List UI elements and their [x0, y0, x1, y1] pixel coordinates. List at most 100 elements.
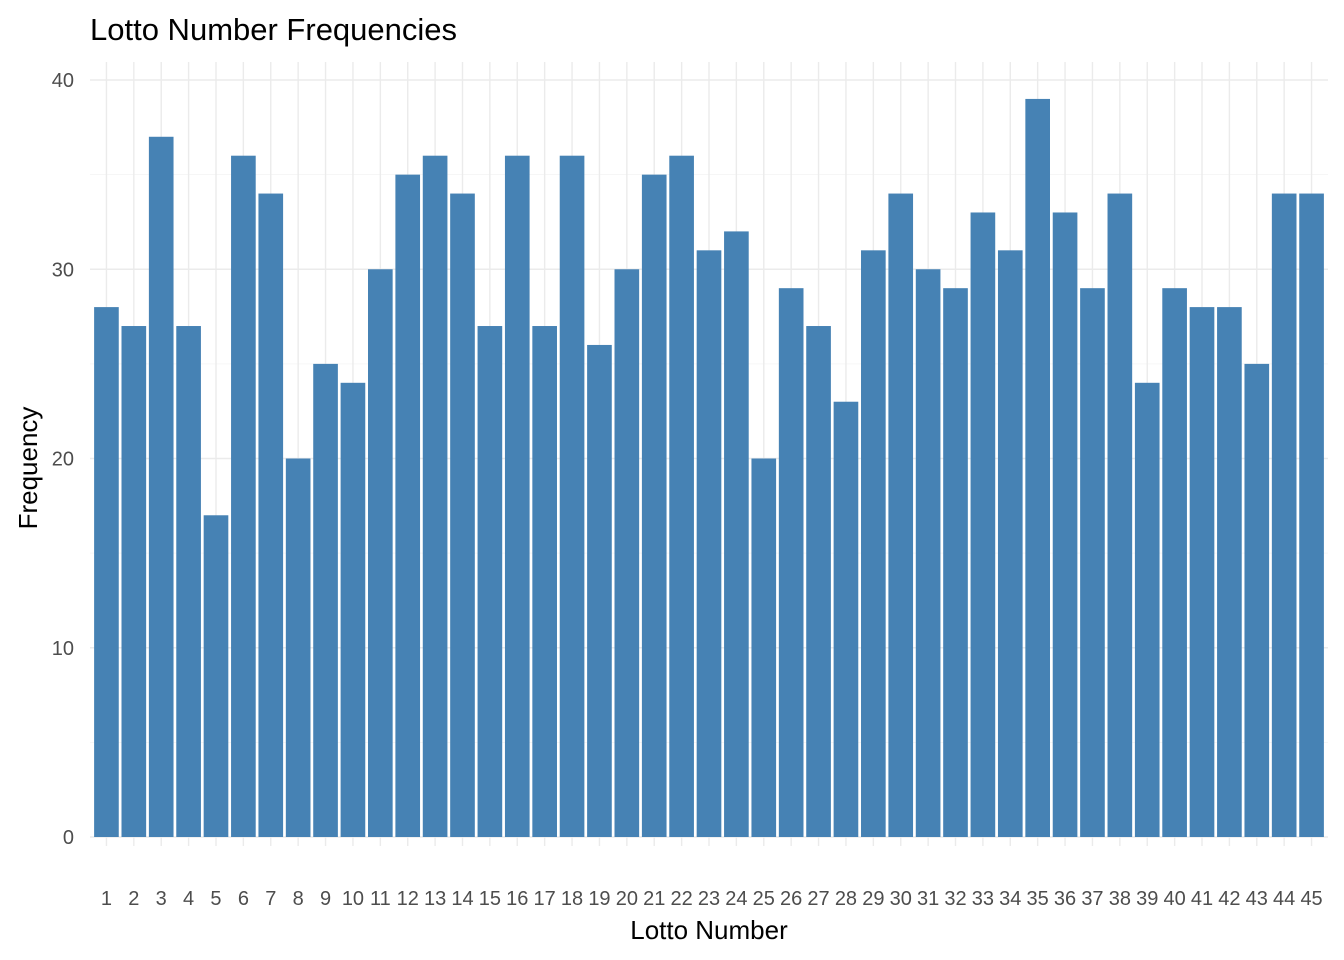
x-tick-label: 35	[1027, 888, 1049, 910]
bars-group	[94, 98, 1324, 838]
x-tick-label: 25	[753, 888, 775, 910]
bar-11	[368, 269, 393, 837]
x-tick-label: 27	[807, 888, 829, 910]
x-tick-label: 4	[183, 888, 194, 910]
x-tick-label: 29	[862, 888, 884, 910]
x-tick-label: 14	[451, 888, 473, 910]
chart-title: Lotto Number Frequencies	[90, 12, 457, 47]
bar-4	[176, 326, 201, 837]
x-tick-label: 8	[293, 888, 304, 910]
bar-1	[94, 307, 119, 838]
x-tick-label: 21	[643, 888, 665, 910]
bar-40	[1162, 288, 1187, 837]
x-tick-label: 1	[101, 888, 112, 910]
x-tick-label: 26	[780, 888, 802, 910]
bar-3	[148, 136, 174, 837]
x-tick-label: 43	[1246, 888, 1268, 910]
bar-38	[1107, 193, 1133, 838]
x-axis-ticks: 1 2 3 4 5 6 7 8 9 10 11 12 13 14 15 16 17 18 19 20 21 22 23 24 2…	[101, 888, 1323, 910]
bar-34	[997, 250, 1023, 837]
bar-18	[559, 155, 585, 837]
x-tick-label: 11	[370, 888, 391, 910]
bar-28	[833, 401, 859, 837]
bar-16	[504, 155, 530, 837]
y-tick-label: 10	[52, 638, 74, 660]
x-tick-label: 44	[1273, 888, 1295, 910]
x-tick-label: 40	[1163, 888, 1185, 910]
bar-36	[1052, 212, 1078, 838]
x-tick-label: 5	[210, 888, 221, 910]
bar-37	[1080, 288, 1105, 837]
bar-2	[121, 326, 147, 837]
x-tick-label: 6	[238, 888, 249, 910]
x-tick-label: 19	[588, 888, 610, 910]
y-tick-label: 40	[52, 70, 74, 92]
bar-17	[532, 326, 557, 837]
x-tick-label: 31	[917, 888, 939, 910]
x-tick-label: 41	[1191, 888, 1213, 910]
x-axis-title: Lotto Number	[630, 915, 788, 945]
x-tick-label: 3	[156, 888, 167, 910]
bar-30	[888, 193, 914, 838]
x-tick-label: 22	[670, 888, 692, 910]
x-tick-label: 30	[890, 888, 912, 910]
bar-5	[203, 515, 229, 837]
bar-25	[751, 458, 777, 837]
bar-12	[395, 174, 421, 837]
x-tick-label: 33	[972, 888, 994, 910]
y-axis-ticks: 0 10 20 30 40	[52, 70, 74, 849]
x-tick-label: 24	[725, 888, 747, 910]
bar-31	[915, 269, 941, 837]
x-tick-label: 7	[265, 888, 276, 910]
bar-42	[1217, 307, 1242, 838]
bar-19	[587, 344, 612, 837]
x-tick-label: 17	[534, 888, 556, 910]
bar-13	[422, 155, 448, 837]
x-tick-label: 10	[342, 888, 364, 910]
bar-26	[778, 288, 804, 837]
y-axis-title: Frequency	[13, 407, 43, 530]
bar-23	[696, 250, 722, 837]
x-tick-label: 18	[561, 888, 583, 910]
x-tick-label: 36	[1054, 888, 1076, 910]
x-tick-label: 23	[698, 888, 720, 910]
bar-24	[724, 231, 749, 837]
bar-15	[477, 326, 503, 837]
x-tick-label: 15	[479, 888, 501, 910]
x-tick-label: 42	[1218, 888, 1240, 910]
x-tick-label: 39	[1136, 888, 1158, 910]
x-tick-label: 13	[424, 888, 446, 910]
x-tick-label: 45	[1300, 888, 1322, 910]
bar-9	[313, 363, 338, 837]
x-tick-label: 9	[320, 888, 331, 910]
bar-44	[1271, 193, 1297, 838]
x-tick-label: 20	[616, 888, 638, 910]
bar-21	[641, 174, 667, 837]
bar-22	[669, 155, 694, 837]
bar-32	[943, 288, 968, 837]
bar-43	[1244, 363, 1270, 837]
bar-8	[285, 458, 311, 837]
bar-14	[450, 193, 475, 838]
x-tick-label: 28	[835, 888, 857, 910]
bar-7	[258, 193, 284, 838]
bar-10	[340, 382, 366, 837]
x-tick-label: 34	[999, 888, 1021, 910]
y-tick-label: 0	[63, 827, 74, 849]
x-tick-label: 2	[128, 888, 139, 910]
bar-20	[614, 269, 640, 837]
y-tick-label: 20	[52, 449, 74, 471]
bar-45	[1299, 193, 1324, 838]
x-tick-label: 38	[1109, 888, 1131, 910]
bar-33	[970, 212, 996, 838]
y-tick-label: 30	[52, 259, 74, 281]
x-tick-label: 16	[506, 888, 528, 910]
bar-6	[231, 155, 256, 837]
bar-41	[1189, 307, 1215, 838]
x-tick-label: 12	[397, 888, 419, 910]
x-tick-label: 32	[944, 888, 966, 910]
bar-29	[861, 250, 886, 837]
bar-27	[806, 326, 831, 837]
x-tick-label: 37	[1081, 888, 1103, 910]
